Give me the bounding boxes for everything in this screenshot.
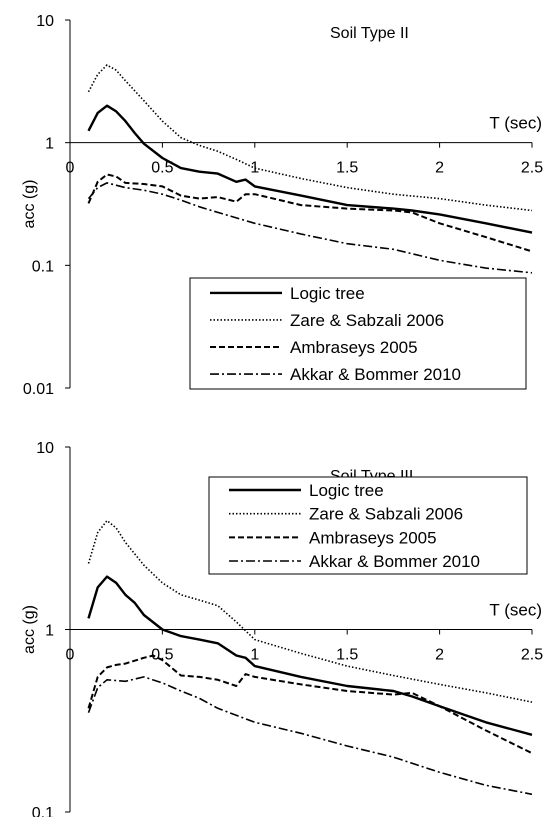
series-line-4 bbox=[87, 182, 533, 274]
y-tick-label: 1 bbox=[45, 136, 54, 153]
legend-label: Akkar & Bommer 2010 bbox=[290, 365, 461, 384]
legend-label: Logic tree bbox=[309, 481, 384, 500]
legend: Logic tree Zare & Sabzali 2006 Ambraseys 2… bbox=[208, 476, 528, 575]
legend-label: Ambraseys 2005 bbox=[290, 338, 418, 357]
x-tick-label: 1 bbox=[250, 647, 259, 664]
y-axis-title: acc (g) bbox=[21, 605, 38, 654]
legend-box bbox=[189, 277, 527, 390]
x-tick-label: 1.5 bbox=[336, 160, 358, 177]
series-line-3 bbox=[87, 654, 533, 755]
x-tick-label: 1.5 bbox=[336, 647, 358, 664]
x-tick-label: 2.5 bbox=[521, 160, 543, 177]
y-tick-label: 0.1 bbox=[32, 258, 54, 275]
y-tick-label: 0.01 bbox=[23, 381, 54, 398]
series-line-2 bbox=[87, 519, 533, 703]
x-tick-label: 2.5 bbox=[521, 647, 543, 664]
x-tick-label: 0.5 bbox=[151, 160, 173, 177]
x-tick-label: 0 bbox=[66, 647, 75, 664]
chart-title: Soil Type II bbox=[330, 25, 409, 42]
legend-label: Akkar & Bommer 2010 bbox=[309, 552, 480, 571]
legend: Logic tree Zare & Sabzali 2006 Ambraseys 2… bbox=[189, 277, 527, 390]
y-tick-label: 0.1 bbox=[32, 805, 54, 817]
series-line-1 bbox=[87, 575, 533, 736]
legend-label: Ambraseys 2005 bbox=[309, 528, 437, 547]
x-axis-title: T (sec) bbox=[489, 601, 542, 620]
legend-label: Zare & Sabzali 2006 bbox=[290, 311, 444, 330]
series-line-2 bbox=[87, 64, 533, 212]
x-tick-label: 2 bbox=[435, 647, 444, 664]
x-tick-label: 2 bbox=[435, 160, 444, 177]
y-tick-label: 1 bbox=[45, 623, 54, 640]
legend-label: Logic tree bbox=[290, 284, 365, 303]
y-tick-label: 10 bbox=[36, 440, 54, 457]
series-line-3 bbox=[87, 173, 533, 253]
x-tick-label: 0 bbox=[66, 160, 75, 177]
series-line-4 bbox=[87, 676, 533, 796]
x-axis-title: T (sec) bbox=[489, 114, 542, 133]
legend-label: Zare & Sabzali 2006 bbox=[309, 505, 463, 524]
y-axis-title: acc (g) bbox=[21, 180, 38, 229]
legend-box bbox=[208, 476, 528, 575]
series-line-1 bbox=[87, 104, 533, 234]
y-tick-label: 10 bbox=[36, 13, 54, 30]
x-tick-label: 0.5 bbox=[151, 647, 173, 664]
